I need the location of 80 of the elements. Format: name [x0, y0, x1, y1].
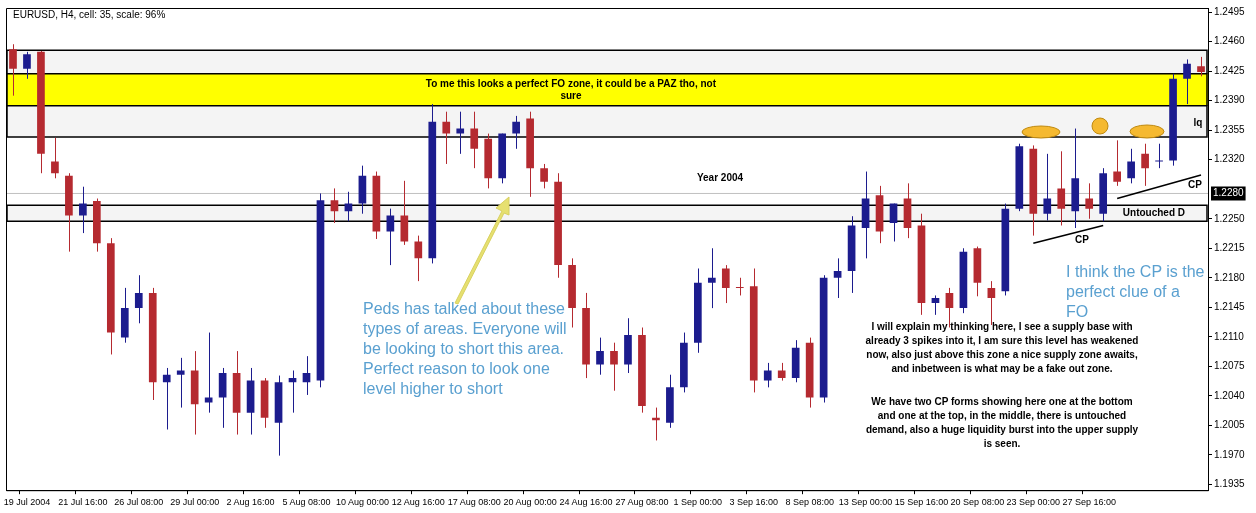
candlestick: [134, 274, 143, 324]
x-tick-label: 1 Sep 00:00: [673, 497, 723, 508]
candlestick: [1155, 143, 1163, 169]
candlestick: [1183, 58, 1191, 105]
candlestick: [456, 111, 465, 155]
x-tick-label: 12 Aug 16:00: [391, 497, 445, 508]
x-tick-label: 20 Sep 08:00: [950, 497, 1005, 508]
x-tick-label: 21 Jul 16:00: [58, 497, 108, 508]
y-tick-label: 1.2320: [1214, 153, 1246, 165]
y-tick-label: 1.1970: [1214, 448, 1246, 460]
x-tick-label: 3 Sep 16:00: [729, 497, 779, 508]
annotation: CP: [1187, 178, 1203, 192]
candlestick: [833, 257, 842, 299]
candlestick: [596, 337, 604, 376]
y-tick-label: 1.2495: [1214, 5, 1246, 17]
y-tick-label: 1.2040: [1214, 389, 1246, 401]
x-tick-label: 8 Sep 08:00: [785, 497, 834, 508]
candlestick: [721, 264, 730, 304]
candlestick: [330, 187, 339, 224]
x-tick-label: 24 Aug 16:00: [559, 497, 613, 508]
annotation: Peds has talked about these types of areas. Everyone will be looking to short this area. Perfect reason to look one level higher to short: [363, 299, 568, 399]
candlestick: [162, 367, 171, 430]
candlestick: [931, 294, 940, 316]
y-tick-label: 1.2460: [1214, 35, 1246, 47]
ref-line-label: 1.2280: [1213, 187, 1245, 199]
y-tick-label: 1.2355: [1214, 123, 1246, 135]
x-tick-label: 29 Jul 00:00: [170, 497, 220, 508]
annotation: Year 2004: [695, 171, 745, 185]
annotation: We have two CP forms showing here one at the bottom and one at the top, in the middle, there is untouched demand, also a huge liquidity burst into the upper supply is seen.: [864, 395, 1140, 451]
chart-title: EURUSD, H4, cell: 35, scale: 96%: [12, 9, 167, 20]
x-tick-label: 27 Sep 16:00: [1062, 497, 1116, 508]
candlestick: [176, 357, 185, 409]
x-tick-label: 23 Sep 00:00: [1006, 497, 1061, 508]
candlestick: [442, 111, 451, 165]
x-tick-label: 13 Sep 00:00: [838, 497, 893, 508]
candlestick: [1197, 56, 1205, 77]
x-tick-label: 26 Jul 08:00: [114, 497, 164, 508]
candlestick: [470, 111, 479, 169]
candlestick: [1141, 143, 1149, 187]
candlestick: [707, 247, 716, 309]
y-tick-label: 1.2145: [1214, 301, 1246, 313]
candlestick: [1043, 153, 1052, 221]
candlestick: [540, 163, 548, 189]
candlestick: [9, 43, 17, 97]
candlestick: [414, 235, 423, 282]
candlestick: [79, 186, 87, 234]
annotation: I will explain my thinking here, I see a supply base with already 3 spikes into it, I am sure this level has weakened now, also just above this zone a nice supply zone awaits, and inbetween is what may be a fake out zone.: [864, 320, 1140, 376]
y-tick-label: 1.2250: [1214, 212, 1246, 224]
band-label: To me this looks a perfect FO zone, it could be a PAZ tho, not sure: [425, 77, 717, 101]
candlestick: [386, 208, 395, 266]
annotation: I think the CP is the perfect clue of a FO: [1066, 262, 1206, 322]
y-tick-label: 1.2005: [1214, 419, 1246, 431]
x-tick-label: 5 Aug 08:00: [282, 497, 331, 508]
x-tick-label: 2 Aug 16:00: [226, 497, 275, 508]
candlestick: [51, 137, 59, 179]
y-tick-label: 1.2425: [1214, 64, 1246, 76]
annotation: lq: [1192, 116, 1204, 130]
y-tick-label: 1.2215: [1214, 242, 1246, 254]
candlestick: [1127, 148, 1135, 184]
annotation: CP: [1074, 233, 1090, 247]
x-tick-label: 19 Jul 2004: [3, 497, 51, 508]
candlestick: [23, 51, 31, 80]
candlestick: [1057, 150, 1066, 226]
candlestick: [763, 362, 772, 388]
y-tick-label: 1.1935: [1214, 478, 1246, 490]
x-tick-label: 15 Sep 16:00: [894, 497, 949, 508]
x-tick-label: 17 Aug 08:00: [447, 497, 501, 508]
y-tick-label: 1.2110: [1214, 330, 1245, 342]
y-tick-label: 1.2180: [1214, 271, 1246, 283]
candlestick: [610, 342, 618, 392]
band-label: Untouched D: [1122, 207, 1186, 219]
y-tick-label: 1.2075: [1214, 360, 1246, 372]
x-tick-label: 20 Aug 00:00: [503, 497, 557, 508]
candlestick: [1085, 182, 1094, 220]
y-tick-label: 1.2390: [1214, 94, 1246, 106]
candlestick: [1113, 139, 1121, 187]
candlestick: [204, 332, 213, 414]
candlestick: [512, 115, 520, 150]
x-tick-label: 10 Aug 00:00: [335, 497, 389, 508]
x-tick-label: 27 Aug 08:00: [615, 497, 669, 508]
